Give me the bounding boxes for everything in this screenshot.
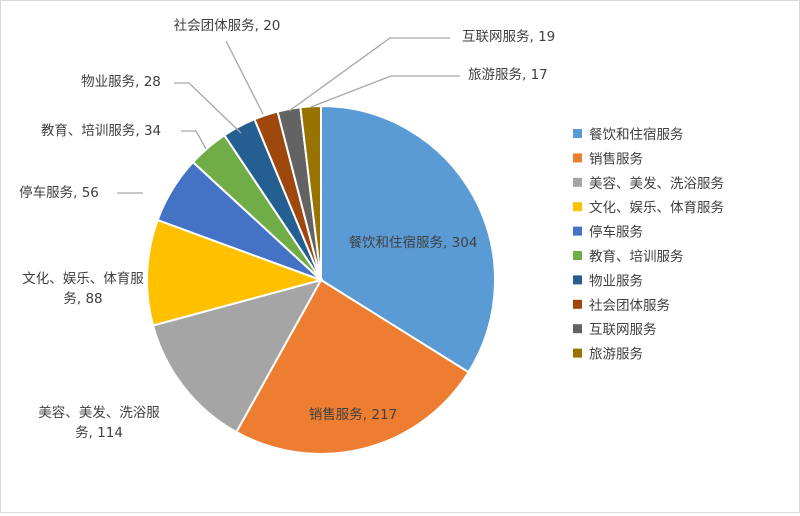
slice-2-wedge[interactable] <box>235 278 470 455</box>
chart-legend: 餐饮和住宿服务销售服务美容、美发、洗浴服务文化、娱乐、体育服务停车服务教育、培训… <box>573 126 724 363</box>
slice-7-leader-line <box>174 82 242 134</box>
slice-6-data-label-line1: 教育、培训服务, 34 <box>41 123 161 139</box>
slice-8-data-label-line1: 社会团体服务, 20 <box>174 18 281 34</box>
slice-1-legend-swatch <box>573 129 582 138</box>
slice-4-data-label: 文化、娱乐、体育服务, 88 <box>22 271 144 307</box>
slice-7-data-label-line1: 物业服务, 28 <box>81 74 161 90</box>
slice-2-data-label-line1: 销售服务, 217 <box>309 407 397 423</box>
slice-10-legend-swatch <box>573 348 582 358</box>
slice-8-legend-label: 社会团体服务 <box>589 298 670 314</box>
slice-5-data-label-line1: 停车服务, 56 <box>19 184 99 201</box>
slice-9-legend-label: 互联网服务 <box>589 322 657 338</box>
slice-1-wedge[interactable] <box>320 104 496 374</box>
slice-8-data-label: 社会团体服务, 20 <box>174 18 281 34</box>
slice-3-wedge[interactable] <box>151 278 324 434</box>
slice-2-legend-swatch <box>573 153 582 163</box>
slice-7-legend-label: 物业服务 <box>589 273 643 289</box>
slice-2-data-label: 销售服务, 217 <box>309 407 397 423</box>
slice-10-legend-label: 旅游服务 <box>589 347 643 363</box>
slice-10-wedge[interactable] <box>299 104 322 281</box>
slice-9-data-label: 互联网服务, 19 <box>462 29 555 45</box>
slice-3-data-label: 美容、美发、洗浴服务, 114 <box>38 404 160 441</box>
slice-9-legend-swatch <box>573 324 582 334</box>
slice-8-legend-swatch <box>573 299 582 309</box>
slice-3-data-label-line2: 务, 114 <box>75 425 123 441</box>
slice-6-data-label: 教育、培训服务, 34 <box>41 123 161 139</box>
slice-4-legend-swatch <box>573 202 582 212</box>
slice-2-legend-label: 销售服务 <box>589 151 643 167</box>
slice-3-data-label-line1: 美容、美发、洗浴服 <box>38 404 160 421</box>
slice-6-legend-label: 教育、培训服务 <box>589 249 684 265</box>
slice-5-data-label: 停车服务, 56 <box>19 184 99 201</box>
slice-7-data-label: 物业服务, 28 <box>81 74 161 90</box>
slice-5-legend-label: 停车服务 <box>589 224 643 241</box>
slice-1-data-label: 餐饮和住宿服务, 304 <box>349 234 478 251</box>
slice-10-data-label-line1: 旅游服务, 17 <box>468 67 548 83</box>
slice-1-data-label-line1: 餐饮和住宿服务, 304 <box>349 234 478 251</box>
slice-4-data-label-line1: 文化、娱乐、体育服 <box>22 271 144 287</box>
slice-9-leader-line <box>288 37 450 112</box>
slice-9-data-label-line1: 互联网服务, 19 <box>462 29 555 45</box>
slice-3-legend-label: 美容、美发、洗浴服务 <box>589 175 724 192</box>
slice-6-leader-line <box>181 130 207 150</box>
slice-10-data-label: 旅游服务, 17 <box>468 67 548 83</box>
slice-4-legend-label: 文化、娱乐、体育服务 <box>589 200 724 216</box>
slice-4-wedge[interactable] <box>146 218 325 327</box>
slice-3-legend-swatch <box>573 177 582 187</box>
slice-10-leader-line <box>310 75 460 108</box>
slice-5-legend-swatch <box>573 226 582 236</box>
slice-1-legend-label: 餐饮和住宿服务 <box>589 126 684 143</box>
slice-4-data-label-line2: 务, 88 <box>63 291 102 307</box>
slice-6-legend-swatch <box>573 251 582 260</box>
slice-7-legend-swatch <box>573 275 582 285</box>
slice-8-leader-line <box>225 40 264 115</box>
